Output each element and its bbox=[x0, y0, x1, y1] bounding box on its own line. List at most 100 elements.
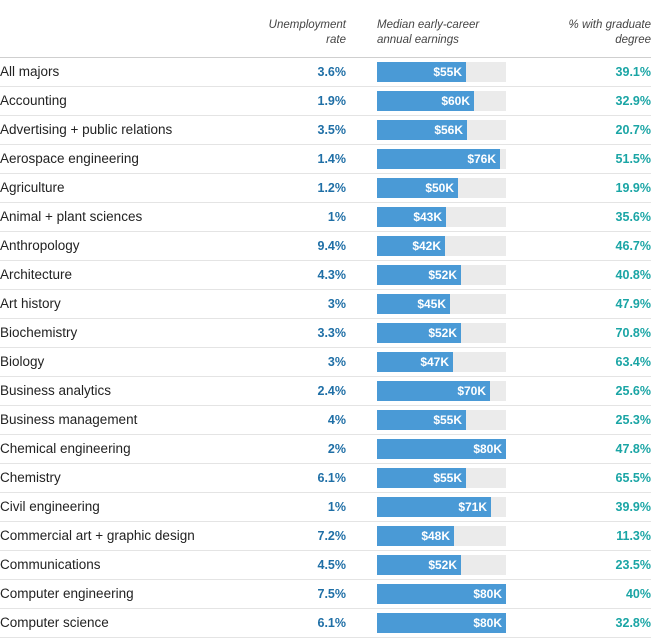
grad-degree-value: 23.5% bbox=[615, 558, 651, 572]
major-name: Anthropology bbox=[0, 238, 80, 253]
table-row: Aerospace engineering 1.4% $76K 51.5% bbox=[0, 145, 651, 174]
earnings-bar-track: $42K bbox=[377, 236, 506, 256]
grad-degree-value: 47.9% bbox=[615, 297, 651, 311]
earnings-bar: $48K bbox=[377, 526, 454, 546]
table-row: Civil engineering 1% $71K 39.9% bbox=[0, 493, 651, 522]
major-name: Chemical engineering bbox=[0, 441, 131, 456]
earnings-bar-track: $50K bbox=[377, 178, 506, 198]
table-row: Biochemistry 3.3% $52K 70.8% bbox=[0, 319, 651, 348]
unemployment-value: 3.6% bbox=[317, 65, 347, 79]
table-row: Accounting 1.9% $60K 32.9% bbox=[0, 87, 651, 116]
unemployment-value: 4.3% bbox=[317, 268, 347, 282]
grad-header: % with graduate degree bbox=[511, 18, 651, 48]
table-body: All majors 3.6% $55K 39.1% Accounting 1.9% $60… bbox=[0, 58, 651, 638]
major-name: Art history bbox=[0, 296, 61, 311]
grad-degree-value: 32.9% bbox=[615, 94, 651, 108]
earnings-label: $52K bbox=[428, 326, 457, 340]
earnings-bar: $47K bbox=[377, 352, 453, 372]
grad-degree-value: 40.8% bbox=[615, 268, 651, 282]
major-name: Business management bbox=[0, 412, 138, 427]
grad-header-line1: % with graduate bbox=[568, 19, 651, 31]
earnings-header: Median early-career annual earnings bbox=[377, 18, 517, 48]
earnings-label: $80K bbox=[473, 616, 502, 630]
major-name: Communications bbox=[0, 557, 101, 572]
earnings-label: $47K bbox=[420, 355, 449, 369]
earnings-bar: $71K bbox=[377, 497, 491, 517]
table-row: All majors 3.6% $55K 39.1% bbox=[0, 58, 651, 87]
unemployment-value: 2.4% bbox=[317, 384, 347, 398]
earnings-bar-track: $47K bbox=[377, 352, 506, 372]
major-name: Accounting bbox=[0, 93, 67, 108]
major-name: Computer engineering bbox=[0, 586, 134, 601]
table-row: Agriculture 1.2% $50K 19.9% bbox=[0, 174, 651, 203]
unemployment-value: 4% bbox=[327, 413, 346, 427]
grad-degree-value: 39.1% bbox=[615, 65, 651, 79]
earnings-bar-track: $70K bbox=[377, 381, 506, 401]
earnings-bar: $56K bbox=[377, 120, 467, 140]
unemployment-value: 2% bbox=[327, 442, 346, 456]
earnings-label: $48K bbox=[421, 529, 450, 543]
earnings-label: $52K bbox=[428, 268, 457, 282]
table-row: Animal + plant sciences 1% $43K 35.6% bbox=[0, 203, 651, 232]
earnings-bar: $76K bbox=[377, 149, 500, 169]
earnings-bar-track: $52K bbox=[377, 555, 506, 575]
unemployment-value: 6.1% bbox=[317, 616, 347, 630]
unemployment-header-line1: Unemployment bbox=[268, 19, 346, 31]
earnings-bar: $52K bbox=[377, 323, 461, 343]
earnings-bar-track: $80K bbox=[377, 439, 506, 459]
earnings-label: $55K bbox=[433, 413, 462, 427]
grad-degree-value: 19.9% bbox=[615, 181, 651, 195]
table-row: Business management 4% $55K 25.3% bbox=[0, 406, 651, 435]
grad-degree-value: 46.7% bbox=[615, 239, 651, 253]
grad-degree-value: 63.4% bbox=[615, 355, 651, 369]
table-row: Communications 4.5% $52K 23.5% bbox=[0, 551, 651, 580]
earnings-bar-track: $52K bbox=[377, 265, 506, 285]
major-name: Business analytics bbox=[0, 383, 112, 398]
earnings-bar: $60K bbox=[377, 91, 474, 111]
major-name: Commercial art + graphic design bbox=[0, 528, 195, 543]
unemployment-header-line2: rate bbox=[326, 34, 346, 46]
grad-degree-value: 20.7% bbox=[615, 123, 651, 137]
major-name: Advertising + public relations bbox=[0, 122, 173, 137]
grad-degree-value: 40% bbox=[625, 587, 651, 601]
earnings-header-line2: annual earnings bbox=[377, 34, 459, 46]
unemployment-header: Unemployment rate bbox=[236, 18, 346, 48]
earnings-header-line1: Median early-career bbox=[377, 19, 480, 31]
grad-degree-value: 70.8% bbox=[615, 326, 651, 340]
grad-degree-value: 35.6% bbox=[615, 210, 651, 224]
earnings-bar: $55K bbox=[377, 62, 466, 82]
unemployment-value: 3% bbox=[327, 297, 346, 311]
unemployment-value: 6.1% bbox=[317, 471, 347, 485]
major-name: Computer science bbox=[0, 615, 109, 630]
unemployment-value: 7.5% bbox=[317, 587, 347, 601]
earnings-label: $43K bbox=[413, 210, 442, 224]
major-name: Architecture bbox=[0, 267, 73, 282]
table-row: Computer engineering 7.5% $80K 40% bbox=[0, 580, 651, 609]
earnings-bar: $80K bbox=[377, 613, 506, 633]
earnings-bar-track: $76K bbox=[377, 149, 506, 169]
table-header: Unemployment rate Median early-career an… bbox=[0, 0, 651, 58]
unemployment-value: 3% bbox=[327, 355, 346, 369]
table-row: Chemistry 6.1% $55K 65.5% bbox=[0, 464, 651, 493]
earnings-bar-track: $56K bbox=[377, 120, 506, 140]
earnings-label: $52K bbox=[428, 558, 457, 572]
major-name: Biology bbox=[0, 354, 45, 369]
major-name: Chemistry bbox=[0, 470, 61, 485]
earnings-bar-track: $60K bbox=[377, 91, 506, 111]
unemployment-value: 3.5% bbox=[317, 123, 347, 137]
earnings-bar: $52K bbox=[377, 555, 461, 575]
unemployment-value: 1% bbox=[327, 500, 346, 514]
grad-degree-value: 39.9% bbox=[615, 500, 651, 514]
major-name: Aerospace engineering bbox=[0, 151, 139, 166]
unemployment-value: 1.2% bbox=[317, 181, 347, 195]
earnings-bar: $43K bbox=[377, 207, 446, 227]
earnings-label: $45K bbox=[417, 297, 446, 311]
earnings-bar: $42K bbox=[377, 236, 445, 256]
earnings-bar-track: $48K bbox=[377, 526, 506, 546]
earnings-bar: $80K bbox=[377, 584, 506, 604]
table-row: Advertising + public relations 3.5% $56K 20… bbox=[0, 116, 651, 145]
earnings-label: $80K bbox=[473, 442, 502, 456]
earnings-label: $56K bbox=[434, 123, 463, 137]
unemployment-value: 4.5% bbox=[317, 558, 347, 572]
